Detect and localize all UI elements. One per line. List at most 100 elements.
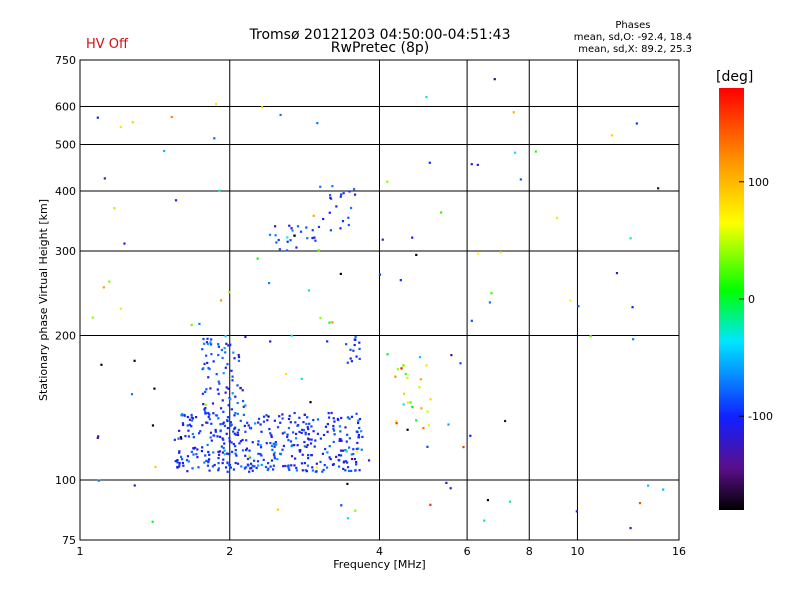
data-point [325,466,329,469]
data-point [307,289,311,292]
data-point [221,356,224,360]
data-point [332,427,335,430]
data-point [203,410,207,413]
data-point [96,116,99,119]
data-point [273,419,276,422]
data-point [319,437,323,440]
data-point [203,408,206,411]
data-point [349,206,353,210]
data-point [285,372,288,376]
data-point [249,426,252,429]
data-point [346,361,349,364]
data-point [358,357,361,360]
data-point [228,291,231,294]
data-point [251,441,254,444]
data-point [286,433,289,436]
data-point [483,519,486,522]
y-tick-label: 300 [55,245,76,258]
data-point [210,422,213,425]
data-point [344,426,347,429]
data-point [100,363,103,366]
data-point [262,415,266,418]
phase-stats-o: mean, sd,O: -92.4, 18.4 [573,32,692,43]
data-point [256,460,260,463]
data-point [342,192,345,195]
data-point [305,226,308,229]
data-point [303,445,306,448]
data-point [352,448,355,451]
data-point [217,345,221,348]
data-point [192,436,195,439]
data-point [212,360,215,363]
data-point [339,227,342,230]
data-point [151,520,154,523]
data-point [204,412,208,415]
data-point [354,469,357,472]
data-point [179,455,183,458]
data-point [322,468,325,472]
data-point [289,440,293,443]
data-point [508,500,512,503]
data-point [221,451,225,454]
data-point [342,460,346,463]
data-point [217,453,221,456]
data-point [295,466,298,470]
data-point [237,355,241,359]
data-point [217,380,220,383]
data-point [268,427,271,431]
data-point [254,422,257,425]
data-point [274,225,277,228]
data-point [103,177,106,180]
data-point [191,417,195,420]
data-point [108,280,111,283]
data-point [226,419,229,423]
data-point [227,387,230,390]
data-point [276,508,280,511]
data-point [422,426,425,430]
data-point [313,445,316,448]
data-point [303,461,307,465]
data-point [428,161,431,164]
data-point [348,417,351,420]
data-point [300,377,303,380]
data-point [243,424,246,428]
data-point [265,442,268,445]
data-point [286,236,289,239]
data-point [236,433,240,437]
data-point [281,413,284,416]
data-point [257,421,260,424]
data-point [219,407,223,410]
data-point [236,431,239,434]
data-point [248,456,252,459]
data-point [503,419,507,423]
data-point [304,433,307,436]
data-point [176,461,179,464]
data-point [250,466,253,470]
data-point [312,418,315,422]
data-point [197,466,200,469]
data-point [225,386,228,389]
data-point [445,481,448,485]
data-point [346,466,350,469]
y-tick-label: 750 [55,54,76,67]
data-point [381,238,384,241]
data-point [279,113,282,117]
data-point [355,447,358,451]
x-tick-label: 16 [672,545,686,558]
data-point [224,466,228,469]
data-point [213,137,216,140]
data-point [207,415,210,419]
data-point [267,467,270,470]
data-point [229,421,232,424]
data-point [312,214,315,217]
data-point [346,517,350,520]
data-point [273,451,276,454]
y-tick-label: 100 [55,474,76,487]
data-point [339,195,342,198]
data-point [486,499,490,502]
data-point [315,466,318,469]
data-point [306,443,309,447]
data-point [223,442,226,445]
data-point [180,437,183,440]
